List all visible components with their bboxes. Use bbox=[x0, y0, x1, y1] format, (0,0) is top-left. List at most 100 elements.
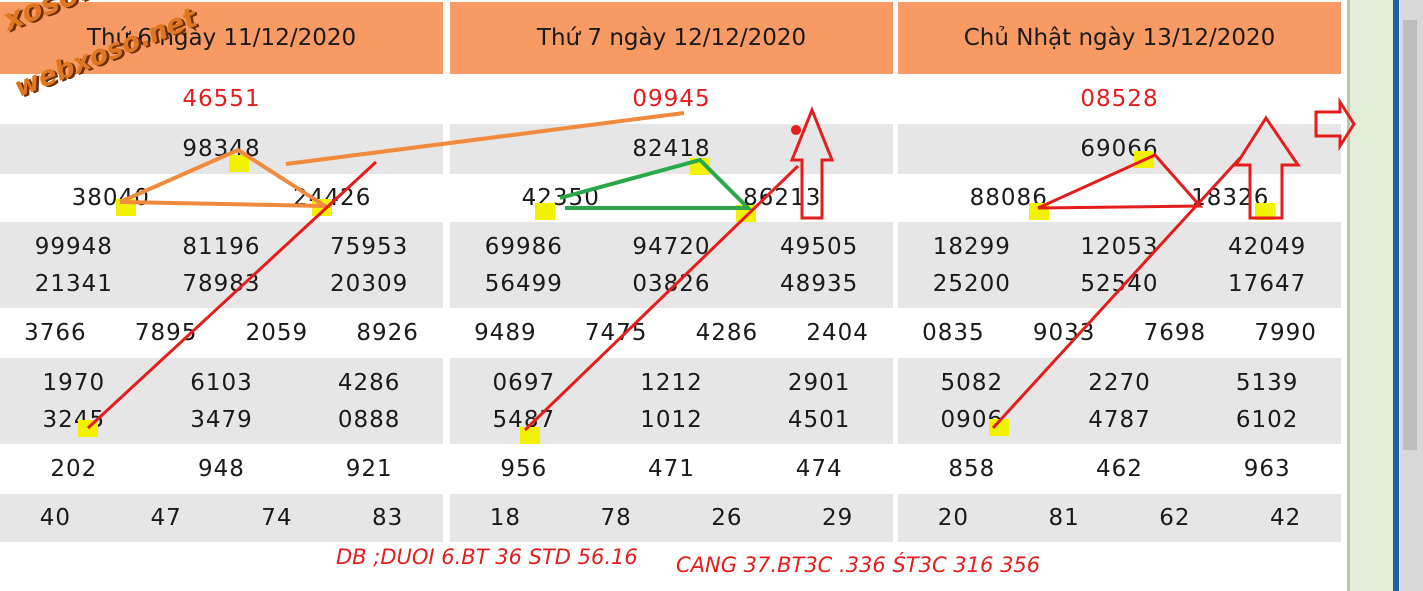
fifth-prize-row: 0697 1212 2901 5487 1012 4501 bbox=[450, 358, 893, 444]
seventh-prize-row: 18 78 26 29 bbox=[450, 494, 893, 542]
third-prize-row: 99948 81196 75953 21341 78983 20309 bbox=[0, 222, 443, 308]
board-header: Thứ 7 ngày 12/12/2020 bbox=[450, 2, 893, 74]
annotation-note: DB ;DUOI 6.BT 36 STD 56.16 bbox=[336, 545, 638, 569]
green-annotation-line bbox=[559, 157, 753, 210]
fifth-prize: 3479 bbox=[190, 406, 253, 433]
side-panel bbox=[1347, 0, 1423, 591]
sixth-prize: 462 bbox=[1096, 456, 1143, 482]
seventh-prize: 74 bbox=[261, 505, 293, 531]
highlight-marker bbox=[229, 155, 249, 172]
fourth-prize: 2059 bbox=[245, 320, 309, 346]
first-prize-row: 69066 bbox=[898, 124, 1341, 174]
special-prize: 09945 bbox=[632, 86, 711, 112]
highlight-marker bbox=[989, 419, 1009, 436]
seventh-prize: 62 bbox=[1159, 505, 1191, 531]
seventh-prize: 83 bbox=[371, 505, 404, 531]
fourth-prize: 9033 bbox=[1032, 320, 1096, 346]
fourth-prize: 7895 bbox=[134, 320, 198, 346]
sixth-prize-row: 858 462 963 bbox=[898, 444, 1341, 494]
fifth-prize: 5082 bbox=[940, 369, 1004, 396]
red-annotation-line bbox=[1037, 153, 1204, 210]
sixth-prize: 858 bbox=[948, 456, 996, 482]
fifth-prize-row: 1970 6103 4286 3245 3479 0888 bbox=[0, 358, 443, 444]
seventh-prize: 29 bbox=[821, 505, 854, 531]
fifth-prize: 1012 bbox=[640, 406, 703, 433]
special-prize-row: 46551 bbox=[0, 74, 443, 124]
fourth-prize: 9489 bbox=[474, 320, 537, 346]
third-prize: 94720 bbox=[632, 233, 711, 260]
red-annotation-line bbox=[991, 156, 1242, 430]
sixth-prize-row: 202 948 921 bbox=[0, 444, 443, 494]
up-arrow-icon bbox=[1233, 115, 1301, 220]
third-prize: 78983 bbox=[182, 270, 261, 297]
fifth-prize-row: 5082 2270 5139 0906 4787 6102 bbox=[898, 358, 1341, 444]
red-annotation-line bbox=[523, 164, 800, 432]
third-prize: 21341 bbox=[34, 270, 113, 297]
fifth-prize: 1212 bbox=[640, 369, 703, 396]
fifth-prize: 4286 bbox=[337, 369, 401, 396]
first-prize-row: 98348 bbox=[0, 124, 443, 174]
third-prize: 12053 bbox=[1080, 233, 1159, 260]
third-prize: 17647 bbox=[1228, 270, 1307, 297]
fourth-prize-row: 9489 7475 4286 2404 bbox=[450, 308, 893, 358]
sixth-prize: 474 bbox=[795, 456, 843, 482]
seventh-prize: 42 bbox=[1269, 505, 1302, 531]
fourth-prize: 7698 bbox=[1143, 320, 1207, 346]
seventh-prize: 18 bbox=[489, 505, 522, 531]
fifth-prize: 2901 bbox=[787, 369, 851, 396]
second-prize-row: 42350 86213 bbox=[450, 174, 893, 222]
special-prize-row: 08528 bbox=[898, 74, 1341, 124]
third-prize: 99948 bbox=[34, 233, 113, 260]
third-prize: 25200 bbox=[932, 270, 1011, 297]
fifth-prize: 6102 bbox=[1235, 406, 1299, 433]
window-border bbox=[1393, 0, 1399, 591]
board-header: Thứ 6 ngày 11/12/2020 bbox=[0, 2, 443, 74]
seventh-prize-row: 40 47 74 83 bbox=[0, 494, 443, 542]
third-prize: 03826 bbox=[632, 270, 711, 297]
fourth-prize-row: 0835 9033 7698 7990 bbox=[898, 308, 1341, 358]
special-prize: 08528 bbox=[1080, 86, 1159, 112]
third-prize: 69986 bbox=[484, 233, 563, 260]
fifth-prize: 5139 bbox=[1235, 369, 1299, 396]
sixth-prize: 202 bbox=[50, 456, 98, 482]
third-prize: 49505 bbox=[780, 233, 859, 260]
sixth-prize: 921 bbox=[345, 456, 393, 482]
fourth-prize: 3766 bbox=[24, 320, 87, 346]
red-annotation-line bbox=[86, 160, 378, 430]
red-dot-mark bbox=[791, 125, 801, 135]
highlight-marker bbox=[1255, 203, 1275, 220]
third-prize: 48935 bbox=[780, 270, 859, 297]
fourth-prize: 0835 bbox=[922, 320, 985, 346]
fifth-prize: 4501 bbox=[787, 406, 851, 433]
third-prize: 56499 bbox=[484, 270, 563, 297]
highlight-marker bbox=[520, 427, 540, 444]
up-arrow-icon bbox=[789, 105, 835, 220]
fourth-prize: 2404 bbox=[806, 320, 869, 346]
seventh-prize: 47 bbox=[150, 505, 182, 531]
seventh-prize: 78 bbox=[600, 505, 632, 531]
fifth-prize: 0697 bbox=[492, 369, 556, 396]
right-arrow-icon bbox=[1314, 96, 1356, 152]
panel-edge bbox=[1347, 0, 1350, 591]
third-prize: 75953 bbox=[330, 233, 409, 260]
seventh-prize: 81 bbox=[1048, 505, 1080, 531]
special-prize: 46551 bbox=[182, 86, 261, 112]
third-prize-row: 18299 12053 42049 25200 52540 17647 bbox=[898, 222, 1341, 308]
third-prize: 18299 bbox=[932, 233, 1011, 260]
fourth-prize: 8926 bbox=[356, 320, 419, 346]
fourth-prize-row: 3766 7895 2059 8926 bbox=[0, 308, 443, 358]
board-header: Chủ Nhật ngày 13/12/2020 bbox=[898, 2, 1341, 74]
fifth-prize: 1970 bbox=[42, 369, 106, 396]
fifth-prize: 4787 bbox=[1088, 406, 1151, 433]
third-prize: 20309 bbox=[330, 270, 409, 297]
seventh-prize-row: 20 81 62 42 bbox=[898, 494, 1341, 542]
seventh-prize: 20 bbox=[937, 505, 970, 531]
fifth-prize: 0888 bbox=[337, 406, 401, 433]
orange-annotation-line bbox=[119, 147, 333, 209]
sixth-prize: 471 bbox=[648, 456, 695, 482]
third-prize-row: 69986 94720 49505 56499 03826 48935 bbox=[450, 222, 893, 308]
scrollbar-thumb[interactable] bbox=[1403, 20, 1417, 450]
first-prize: 82418 bbox=[632, 136, 711, 162]
second-prize-row: 38040 24426 bbox=[0, 174, 443, 222]
